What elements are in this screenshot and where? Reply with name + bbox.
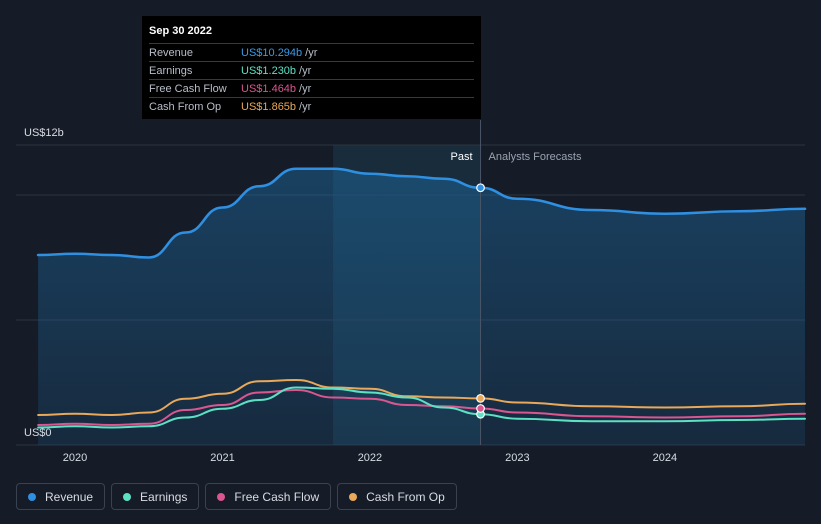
tooltip-value: US$1.865b bbox=[241, 100, 297, 113]
tooltip-row-cash-from-op: Cash From Op US$1.865b /yr bbox=[149, 97, 474, 115]
legend-item-earnings[interactable]: Earnings bbox=[111, 483, 200, 510]
marker-free-cash-flow bbox=[476, 404, 485, 413]
legend-item-revenue[interactable]: Revenue bbox=[16, 483, 106, 510]
tooltip-date: Sep 30 2022 bbox=[149, 25, 212, 37]
tooltip-value: US$10.294b bbox=[241, 46, 303, 59]
legend-dot-icon bbox=[28, 492, 36, 501]
legend-label: Earnings bbox=[140, 489, 188, 504]
tooltip-unit: /yr bbox=[299, 64, 312, 77]
x-tick-label: 2022 bbox=[358, 452, 382, 464]
tooltip-label: Free Cash Flow bbox=[149, 82, 227, 95]
series-line-cash-from-op bbox=[37, 378, 806, 417]
series-line-free-cash-flow bbox=[37, 388, 806, 427]
revenue-area bbox=[38, 168, 805, 445]
y-axis-label-max: US$12b bbox=[24, 127, 64, 139]
marker-revenue bbox=[476, 183, 485, 193]
tooltip-label: Cash From Op bbox=[149, 100, 222, 113]
tooltip-label: Earnings bbox=[149, 64, 193, 77]
legend-item-free-cash-flow[interactable]: Free Cash Flow bbox=[205, 483, 332, 510]
tooltip-value: US$1.464b bbox=[241, 82, 297, 95]
x-tick-label: 2023 bbox=[505, 452, 529, 464]
tooltip-label: Revenue bbox=[149, 46, 194, 59]
tooltip: Sep 30 2022 Revenue US$10.294b /yr Earni… bbox=[142, 16, 481, 119]
tooltip-unit: /yr bbox=[299, 100, 312, 113]
tooltip-value: US$1.230b bbox=[241, 64, 297, 77]
legend-dot-icon bbox=[123, 492, 132, 501]
x-tick-label: 2024 bbox=[653, 452, 677, 464]
x-tick-label: 2020 bbox=[63, 452, 87, 464]
legend-item-cash-from-op[interactable]: Cash From Op bbox=[337, 483, 457, 510]
series-line-earnings bbox=[37, 386, 806, 429]
tooltip-row-free-cash-flow: Free Cash Flow US$1.464b /yr bbox=[149, 79, 474, 97]
x-tick-label: 2021 bbox=[210, 452, 234, 464]
legend: Revenue Earnings Free Cash Flow Cash Fro… bbox=[16, 483, 457, 510]
legend-label: Cash From Op bbox=[366, 489, 445, 504]
forecast-label: Analysts Forecasts bbox=[489, 151, 582, 163]
tooltip-unit: /yr bbox=[305, 46, 318, 59]
series-line-revenue bbox=[36, 167, 807, 259]
legend-dot-icon bbox=[217, 492, 226, 501]
tooltip-unit: /yr bbox=[299, 82, 312, 95]
past-label: Past bbox=[451, 151, 473, 163]
legend-dot-icon bbox=[349, 492, 358, 501]
tooltip-row-earnings: Earnings US$1.230b /yr bbox=[149, 61, 474, 79]
legend-label: Free Cash Flow bbox=[234, 489, 320, 504]
legend-label: Revenue bbox=[45, 489, 94, 504]
marker-cash-from-op bbox=[476, 393, 485, 403]
y-axis-label-min: US$0 bbox=[24, 427, 52, 439]
tooltip-row-revenue: Revenue US$10.294b /yr bbox=[149, 43, 474, 61]
